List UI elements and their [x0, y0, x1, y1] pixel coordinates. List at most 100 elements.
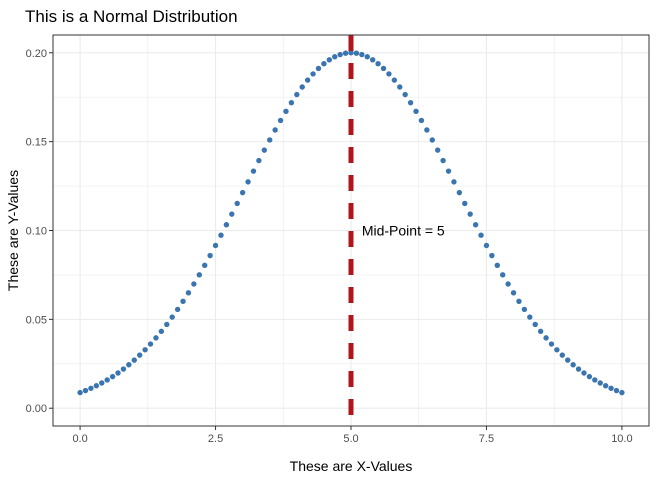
data-point	[191, 281, 197, 287]
data-point	[283, 108, 289, 115]
data-point	[391, 77, 398, 83]
data-point	[153, 335, 159, 341]
data-point	[310, 71, 316, 77]
y-tick-label: 0.00	[26, 403, 47, 415]
x-axis-title: These are X-Values	[290, 458, 413, 474]
data-point	[456, 189, 463, 196]
data-point	[164, 321, 170, 328]
data-point	[277, 117, 284, 124]
data-point	[467, 211, 473, 217]
data-point	[597, 380, 603, 386]
data-point	[483, 242, 490, 249]
data-point	[326, 57, 333, 63]
data-point	[342, 50, 349, 56]
x-tick-label: 0.0	[72, 433, 87, 445]
data-point	[489, 252, 495, 259]
data-point	[294, 91, 300, 98]
data-point	[207, 252, 213, 259]
data-point	[169, 314, 175, 320]
data-point	[380, 65, 387, 72]
data-point	[402, 91, 408, 98]
data-point	[478, 232, 484, 238]
data-point	[364, 54, 370, 60]
data-point	[288, 99, 295, 106]
y-axis-title: These are Y-Values	[5, 170, 21, 291]
data-point	[532, 321, 538, 328]
data-point	[267, 137, 273, 143]
data-point	[212, 242, 219, 249]
data-point	[548, 341, 555, 347]
data-point	[250, 168, 257, 174]
data-point	[543, 335, 549, 341]
data-point	[299, 84, 305, 90]
data-point	[245, 179, 251, 185]
chart-title: This is a Normal Distribution	[25, 7, 238, 26]
data-point	[229, 211, 235, 217]
data-points	[77, 50, 625, 396]
data-point	[93, 383, 100, 389]
data-point	[537, 328, 544, 335]
data-point	[559, 352, 566, 358]
data-point	[304, 77, 311, 83]
data-point	[592, 377, 598, 383]
data-point	[332, 54, 338, 60]
data-point	[180, 298, 186, 305]
data-point	[136, 352, 143, 358]
data-point	[261, 147, 268, 153]
data-point	[147, 341, 154, 347]
y-axis: 0.00 0.05 0.10 0.15 0.20	[26, 48, 53, 415]
data-point	[602, 383, 609, 389]
data-point	[440, 157, 446, 164]
data-point	[256, 157, 262, 164]
data-point	[386, 71, 392, 77]
data-point	[202, 262, 208, 269]
data-point	[527, 314, 533, 320]
data-point	[570, 362, 576, 368]
data-point	[353, 50, 360, 56]
x-axis: 0.0 2.5 5.0 7.5 10.0	[72, 426, 633, 445]
data-point	[218, 232, 224, 238]
data-point	[429, 137, 435, 143]
data-point	[337, 51, 343, 58]
data-point	[82, 387, 89, 394]
y-tick-label: 0.10	[26, 226, 47, 238]
data-point	[126, 362, 132, 368]
data-point	[115, 370, 121, 376]
data-point	[239, 189, 246, 196]
data-point	[185, 290, 192, 296]
data-point	[77, 389, 83, 396]
data-point	[565, 357, 571, 363]
data-point	[445, 168, 452, 174]
data-point	[451, 179, 457, 185]
data-point	[516, 298, 522, 305]
x-tick-label: 5.0	[343, 433, 358, 445]
major-gridlines	[53, 35, 649, 426]
y-tick-label: 0.15	[26, 137, 47, 149]
data-point	[99, 380, 105, 386]
data-point	[608, 385, 614, 391]
mid-point-annotation: Mid-Point = 5	[362, 223, 445, 239]
data-point	[234, 200, 240, 207]
y-tick-label: 0.20	[26, 48, 47, 60]
data-point	[510, 290, 517, 296]
plot-panel: Mid-Point = 5	[52, 34, 650, 427]
data-point	[369, 57, 376, 63]
data-point	[494, 262, 500, 269]
data-point	[613, 387, 620, 394]
data-point	[418, 117, 425, 124]
data-point	[321, 61, 327, 67]
data-point	[109, 373, 116, 380]
data-point	[434, 147, 441, 153]
data-point	[196, 272, 202, 278]
data-point	[375, 61, 381, 67]
data-point	[500, 272, 506, 278]
data-point	[315, 65, 322, 72]
data-point	[505, 281, 511, 287]
data-point	[462, 200, 468, 207]
data-point	[223, 222, 230, 228]
data-point	[581, 370, 587, 376]
x-tick-label: 10.0	[611, 433, 632, 445]
data-point	[424, 127, 430, 133]
data-point	[554, 347, 560, 353]
